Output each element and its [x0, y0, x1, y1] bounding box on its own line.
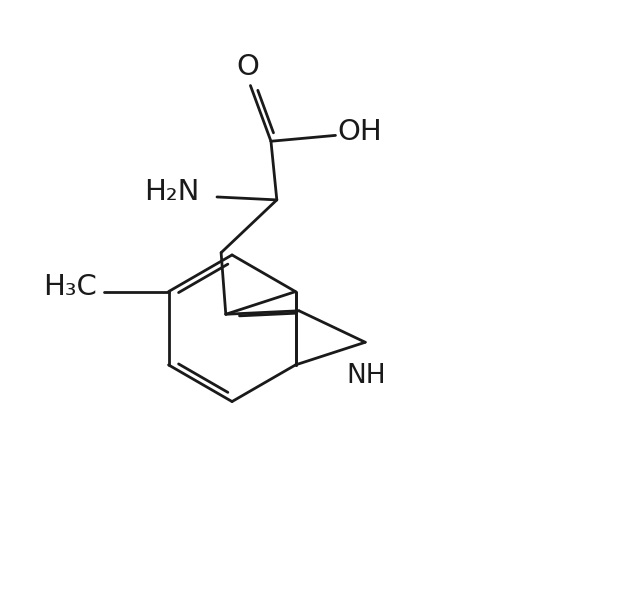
Text: H₂N: H₂N: [144, 178, 200, 206]
Text: O: O: [236, 53, 259, 81]
Text: NH: NH: [347, 363, 386, 389]
Text: H₃C: H₃C: [43, 273, 97, 301]
Text: OH: OH: [338, 118, 383, 146]
